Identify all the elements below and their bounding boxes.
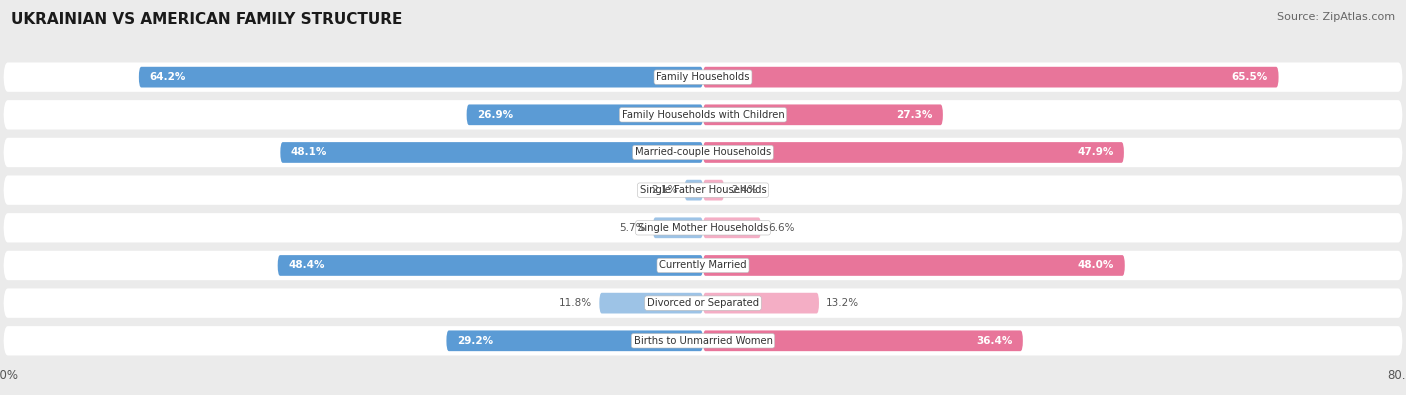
Text: Divorced or Separated: Divorced or Separated bbox=[647, 298, 759, 308]
Text: 47.9%: 47.9% bbox=[1077, 147, 1114, 158]
Text: UKRAINIAN VS AMERICAN FAMILY STRUCTURE: UKRAINIAN VS AMERICAN FAMILY STRUCTURE bbox=[11, 12, 402, 27]
FancyBboxPatch shape bbox=[703, 218, 761, 238]
Text: 26.9%: 26.9% bbox=[477, 110, 513, 120]
FancyBboxPatch shape bbox=[703, 331, 1024, 351]
Text: 29.2%: 29.2% bbox=[457, 336, 494, 346]
Text: 5.7%: 5.7% bbox=[620, 223, 645, 233]
FancyBboxPatch shape bbox=[685, 180, 703, 201]
FancyBboxPatch shape bbox=[703, 104, 943, 125]
Text: 48.1%: 48.1% bbox=[291, 147, 328, 158]
FancyBboxPatch shape bbox=[467, 104, 703, 125]
FancyBboxPatch shape bbox=[4, 288, 1402, 318]
FancyBboxPatch shape bbox=[599, 293, 703, 314]
Text: 2.4%: 2.4% bbox=[731, 185, 758, 195]
Text: 64.2%: 64.2% bbox=[149, 72, 186, 82]
Text: 27.3%: 27.3% bbox=[896, 110, 932, 120]
Text: 2.1%: 2.1% bbox=[651, 185, 678, 195]
Text: 13.2%: 13.2% bbox=[827, 298, 859, 308]
Text: 65.5%: 65.5% bbox=[1232, 72, 1268, 82]
Text: Family Households with Children: Family Households with Children bbox=[621, 110, 785, 120]
FancyBboxPatch shape bbox=[447, 331, 703, 351]
Text: Single Father Households: Single Father Households bbox=[640, 185, 766, 195]
FancyBboxPatch shape bbox=[703, 67, 1278, 88]
Text: Source: ZipAtlas.com: Source: ZipAtlas.com bbox=[1277, 12, 1395, 22]
Text: 48.0%: 48.0% bbox=[1078, 260, 1114, 271]
FancyBboxPatch shape bbox=[4, 213, 1402, 243]
FancyBboxPatch shape bbox=[4, 138, 1402, 167]
Text: Single Mother Households: Single Mother Households bbox=[638, 223, 768, 233]
Text: Married-couple Households: Married-couple Households bbox=[636, 147, 770, 158]
FancyBboxPatch shape bbox=[703, 255, 1125, 276]
FancyBboxPatch shape bbox=[4, 251, 1402, 280]
Text: Currently Married: Currently Married bbox=[659, 260, 747, 271]
FancyBboxPatch shape bbox=[278, 255, 703, 276]
Text: 36.4%: 36.4% bbox=[976, 336, 1012, 346]
Text: 6.6%: 6.6% bbox=[768, 223, 794, 233]
FancyBboxPatch shape bbox=[139, 67, 703, 88]
Text: Births to Unmarried Women: Births to Unmarried Women bbox=[634, 336, 772, 346]
Text: Family Households: Family Households bbox=[657, 72, 749, 82]
FancyBboxPatch shape bbox=[4, 326, 1402, 356]
FancyBboxPatch shape bbox=[703, 142, 1123, 163]
Text: 48.4%: 48.4% bbox=[288, 260, 325, 271]
FancyBboxPatch shape bbox=[4, 100, 1402, 130]
FancyBboxPatch shape bbox=[703, 293, 818, 314]
FancyBboxPatch shape bbox=[703, 180, 724, 201]
Text: 11.8%: 11.8% bbox=[560, 298, 592, 308]
FancyBboxPatch shape bbox=[652, 218, 703, 238]
FancyBboxPatch shape bbox=[4, 62, 1402, 92]
FancyBboxPatch shape bbox=[280, 142, 703, 163]
FancyBboxPatch shape bbox=[4, 175, 1402, 205]
